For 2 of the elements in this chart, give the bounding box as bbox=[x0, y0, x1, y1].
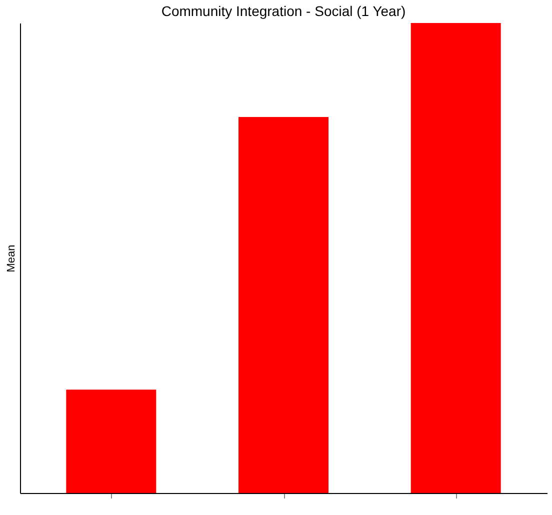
y-axis-title: Mean bbox=[6, 244, 18, 272]
chart-title: Community Integration - Social (1 Year) bbox=[161, 3, 406, 19]
